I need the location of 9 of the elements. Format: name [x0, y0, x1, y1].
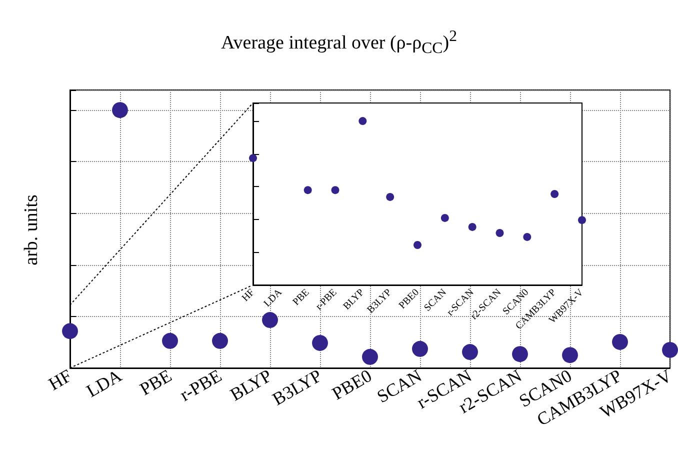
x-tick-label: PBE [136, 365, 176, 400]
x-tick-label: PBE [290, 287, 312, 308]
y-axis-title: arb. units [21, 194, 43, 266]
x-tick-label: LDA [262, 286, 285, 310]
chart-title: Average integral over (ρ-ρ$_{CC}$)$^{2}$ [220, 28, 458, 58]
x-tick-label: HF [240, 286, 258, 304]
x-tick-label: LDA [82, 365, 126, 402]
x-tick-label: PBE0 [328, 365, 375, 404]
x-tick-label: HF [45, 365, 75, 394]
